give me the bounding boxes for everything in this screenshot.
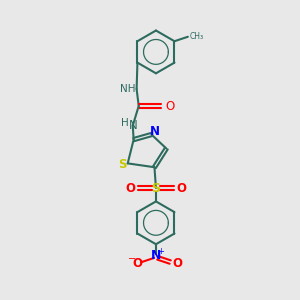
Text: N: N xyxy=(151,249,161,262)
Text: +: + xyxy=(157,247,164,256)
Text: CH₃: CH₃ xyxy=(190,32,204,41)
Text: S: S xyxy=(118,158,127,171)
Text: O: O xyxy=(172,257,182,270)
Text: O: O xyxy=(126,182,136,194)
Text: O: O xyxy=(176,182,186,194)
Text: NH: NH xyxy=(120,84,136,94)
Text: N: N xyxy=(150,125,160,138)
Text: S: S xyxy=(152,182,160,194)
Text: −: − xyxy=(128,254,136,264)
Text: O: O xyxy=(132,257,142,270)
Text: N: N xyxy=(128,119,137,132)
Text: H: H xyxy=(121,118,128,128)
Text: O: O xyxy=(165,100,174,112)
